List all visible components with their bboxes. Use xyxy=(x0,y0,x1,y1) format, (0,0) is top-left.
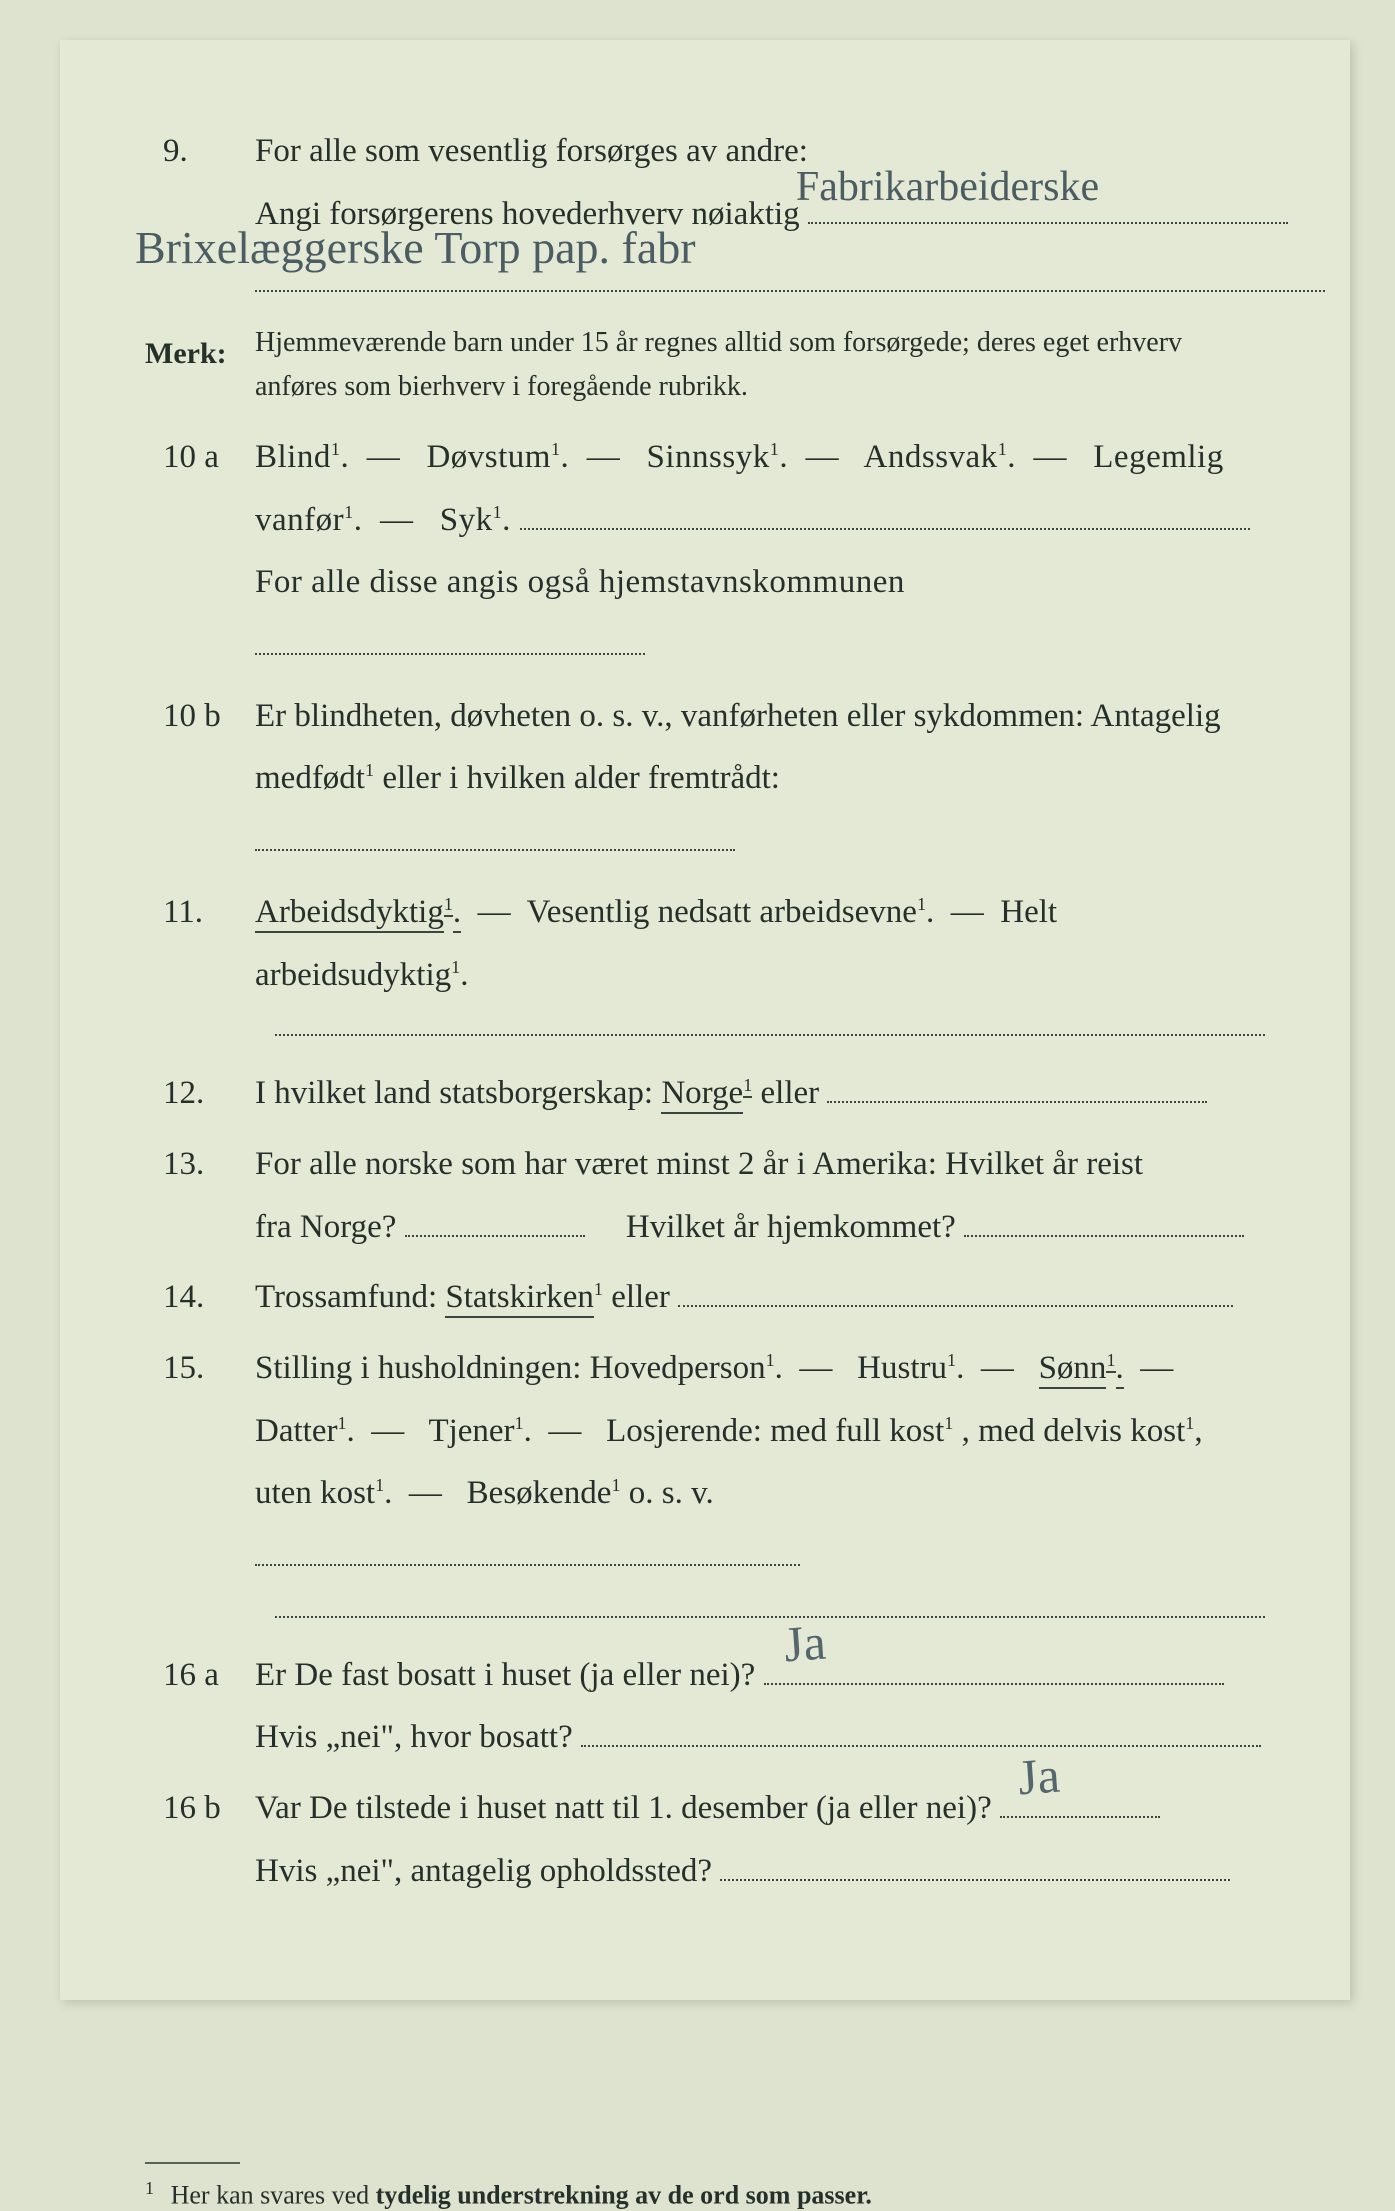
q15-opt-hovedperson[interactable]: Hovedperson xyxy=(590,1350,766,1386)
merk-label: Merk: xyxy=(145,321,255,408)
question-14: 14. Trossamfund: Statskirken1 eller xyxy=(145,1266,1265,1329)
q15-losj2[interactable]: , med delvis kost xyxy=(962,1413,1186,1449)
q14-tail: eller xyxy=(611,1279,670,1315)
q15-opt-hustru[interactable]: Hustru xyxy=(857,1350,947,1386)
q10a-fill[interactable] xyxy=(520,495,1250,530)
footnote-rule xyxy=(145,2162,240,2164)
q10a-number: 10 a xyxy=(145,426,255,677)
q12-text: I hvilket land statsborgerskap: xyxy=(255,1075,661,1111)
q11-opt-arbeidsdyktig[interactable]: Arbeidsdyktig xyxy=(255,894,444,933)
q16b-answer: Ja xyxy=(1015,1728,1063,1826)
q13-fill-2[interactable] xyxy=(964,1202,1244,1237)
question-13: 13. For alle norske som har været minst … xyxy=(145,1133,1265,1258)
footnote-num: 1 xyxy=(145,2178,154,2198)
merk-note: Merk: Hjemmeværende barn under 15 år reg… xyxy=(145,321,1265,408)
q12-body: I hvilket land statsborgerskap: Norge1 e… xyxy=(255,1062,1265,1125)
footnote-text-b: tydelig understrekning av de ord som pas… xyxy=(376,2181,872,2210)
q14-text: Trossamfund: xyxy=(255,1279,445,1315)
q10b-text-c: eller i hvilken alder fremtrådt: xyxy=(382,760,780,796)
q15-lead: Stilling i husholdningen: xyxy=(255,1350,590,1386)
q16a-text: Er De fast bosatt i huset (ja eller nei)… xyxy=(255,1657,755,1693)
q15-losj3[interactable]: uten kost xyxy=(255,1475,375,1511)
q10a-opt-sinnssyk[interactable]: Sinnssyk xyxy=(647,439,770,475)
q13-body: For alle norske som har været minst 2 år… xyxy=(255,1133,1265,1258)
q9-handwritten-2: Brixelæggerske Torp pap. fabr xyxy=(135,204,696,291)
q10a-opt-dovstum[interactable]: Døvstum xyxy=(426,439,551,475)
q12-number: 12. xyxy=(145,1062,255,1125)
question-11: 11. Arbeidsdyktig1. — Vesentlig nedsatt … xyxy=(145,881,1265,1006)
question-10b: 10 b Er blindheten, døvheten o. s. v., v… xyxy=(145,685,1265,873)
q15-losj4[interactable]: Besøkende xyxy=(467,1475,612,1511)
q11-body: Arbeidsdyktig1. — Vesentlig nedsatt arbe… xyxy=(255,881,1265,1006)
q16a-fill-2[interactable] xyxy=(581,1713,1261,1748)
q13-number: 13. xyxy=(145,1133,255,1258)
q15-opt-datter[interactable]: Datter xyxy=(255,1413,337,1449)
question-12: 12. I hvilket land statsborgerskap: Norg… xyxy=(145,1062,1265,1125)
q16b-text: Var De tilstede i huset natt til 1. dese… xyxy=(255,1790,992,1826)
q14-body: Trossamfund: Statskirken1 eller xyxy=(255,1266,1265,1329)
footnote: 1 Her kan svares ved tydelig understrekn… xyxy=(145,2178,1265,2211)
q9-fill-1[interactable]: Fabrikarbeiderske xyxy=(808,189,1288,224)
q12-fill[interactable] xyxy=(827,1069,1207,1104)
footnote-text-a: Her kan svares ved xyxy=(171,2181,376,2210)
q16b-fill[interactable]: Ja xyxy=(1000,1783,1160,1818)
q10a-opt-syk[interactable]: Syk xyxy=(440,502,493,538)
q10a-opt-blind[interactable]: Blind xyxy=(255,439,331,475)
q16a-answer: Ja xyxy=(780,1594,828,1692)
question-16a: 16 a Er De fast bosatt i huset (ja eller… xyxy=(145,1644,1265,1769)
q16b-line2: Hvis „nei", antagelig opholdssted? xyxy=(255,1853,712,1889)
q15-losj[interactable]: Losjerende: med full kost xyxy=(606,1413,944,1449)
q9-body: For alle som vesentlig forsørges av andr… xyxy=(255,120,1325,313)
q16b-number: 16 b xyxy=(145,1777,255,1902)
q13-line1: For alle norske som har været minst 2 år… xyxy=(255,1146,1143,1182)
q14-opt-statskirken[interactable]: Statskirken xyxy=(445,1279,593,1318)
question-15: 15. Stilling i husholdningen: Hovedperso… xyxy=(145,1337,1265,1588)
q15-body: Stilling i husholdningen: Hovedperson1. … xyxy=(255,1337,1265,1588)
q10b-text-b[interactable]: medfødt xyxy=(255,760,365,796)
q11-opt-nedsatt[interactable]: Vesentlig nedsatt arbeidsevne xyxy=(527,894,917,930)
q15-losj5: o. s. v. xyxy=(629,1475,714,1511)
q12-tail: eller xyxy=(761,1075,820,1111)
q16b-fill-2[interactable] xyxy=(720,1846,1230,1881)
merk-text: Hjemmeværende barn under 15 år regnes al… xyxy=(255,321,1265,408)
q10a-body: Blind1. — Døvstum1. — Sinnssyk1. — Andss… xyxy=(255,426,1265,677)
q10a-opt-andssvak[interactable]: Andssvak xyxy=(864,439,998,475)
q11-number: 11. xyxy=(145,881,255,1006)
form-page: 9. For alle som vesentlig forsørges av a… xyxy=(60,40,1350,2000)
separator-line-2 xyxy=(275,1616,1265,1618)
question-16b: 16 b Var De tilstede i huset natt til 1.… xyxy=(145,1777,1265,1902)
q16a-fill[interactable]: Ja xyxy=(764,1650,1224,1685)
q13-line2a: fra Norge? xyxy=(255,1209,396,1245)
q16b-body: Var De tilstede i huset natt til 1. dese… xyxy=(255,1777,1265,1902)
q14-fill[interactable] xyxy=(678,1273,1233,1308)
q15-number: 15. xyxy=(145,1337,255,1588)
q10b-fill[interactable] xyxy=(255,817,735,852)
q16a-number: 16 a xyxy=(145,1644,255,1769)
q15-opt-sonn[interactable]: Sønn xyxy=(1039,1350,1107,1389)
q12-opt-norge[interactable]: Norge xyxy=(661,1075,743,1114)
q13-line2b: Hvilket år hjemkommet? xyxy=(626,1209,956,1245)
separator-line-1 xyxy=(275,1034,1265,1036)
q9-line1: For alle som vesentlig forsørges av andr… xyxy=(255,133,808,169)
question-10a: 10 a Blind1. — Døvstum1. — Sinnssyk1. — … xyxy=(145,426,1265,677)
q15-opt-tjener[interactable]: Tjener xyxy=(428,1413,514,1449)
q10b-body: Er blindheten, døvheten o. s. v., vanfør… xyxy=(255,685,1265,873)
q10a-fill-2[interactable] xyxy=(255,620,645,655)
q10a-opt-legemlig[interactable]: Legemlig xyxy=(1093,439,1223,475)
q14-number: 14. xyxy=(145,1266,255,1329)
q16a-body: Er De fast bosatt i huset (ja eller nei)… xyxy=(255,1644,1265,1769)
q9-fill-2[interactable]: Brixelæggerske Torp pap. fabr xyxy=(255,245,1325,291)
q10b-text-a: Er blindheten, døvheten o. s. v., vanfør… xyxy=(255,698,1221,734)
q10a-opt-vanfor[interactable]: vanfør xyxy=(255,502,344,538)
q10b-number: 10 b xyxy=(145,685,255,873)
q10a-tail: For alle disse angis også hjemstavnskomm… xyxy=(255,564,905,600)
q13-fill-1[interactable] xyxy=(405,1202,585,1237)
q15-fill[interactable] xyxy=(255,1531,800,1566)
q16a-line2: Hvis „nei", hvor bosatt? xyxy=(255,1719,573,1755)
question-9: 9. For alle som vesentlig forsørges av a… xyxy=(145,120,1265,313)
q9-handwritten-1: Fabrikarbeiderske xyxy=(796,148,1099,228)
